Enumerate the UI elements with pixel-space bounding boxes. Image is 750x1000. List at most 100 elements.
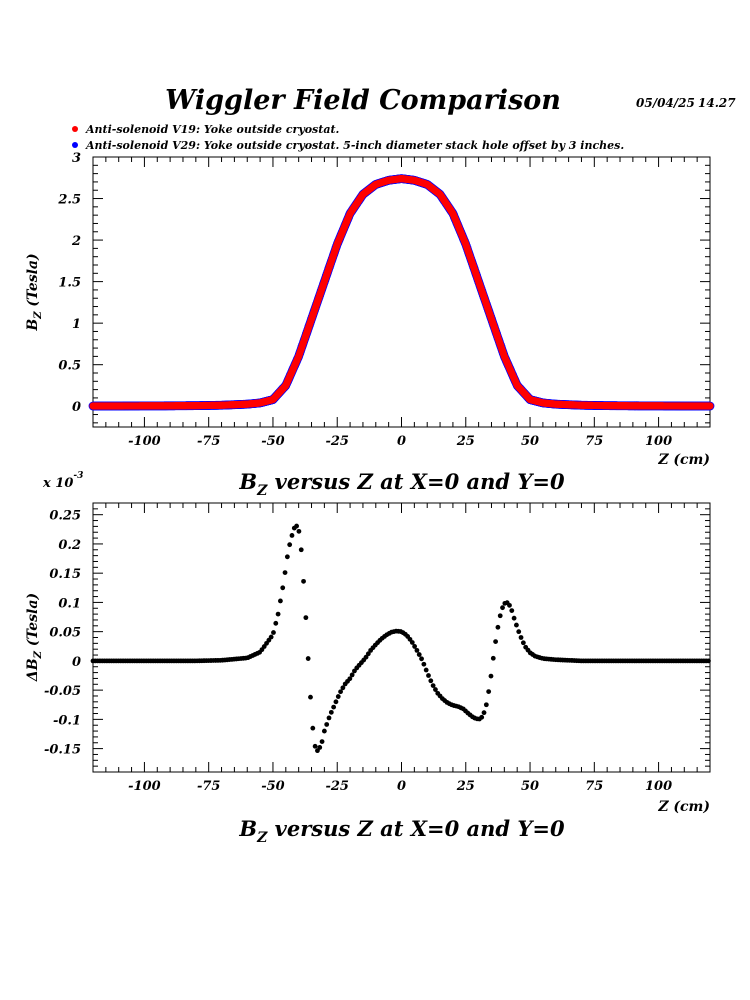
data-point [275, 611, 281, 617]
axis-ticks-top: -100 -75 -50 -25 0 25 50 75 100 0 0.5 1 1.5 2 2.5 3 [57, 151, 711, 449]
y-tick-label: 1 [72, 317, 81, 332]
y-tick-label: -0.1 [53, 713, 81, 728]
x-tick-label: 50 [521, 779, 539, 794]
data-point [483, 702, 489, 708]
plot-frame-top [92, 156, 711, 428]
x-tick-label: -25 [325, 434, 349, 449]
data-point [428, 678, 434, 684]
delta-bz-plot: x 10-3 -100 -75 -50 -25 0 25 50 75 100-0.15-0.1-… [25, 471, 711, 846]
y-tick-label: -0.15 [44, 743, 81, 758]
data-point [426, 673, 431, 678]
data-point [479, 714, 485, 720]
data-points-bottom [90, 523, 711, 754]
data-point [500, 605, 505, 611]
data-point [328, 709, 334, 715]
y-axis-label-bottom-rest: (Tesla) [25, 593, 41, 651]
plot-title-top-sub: Z [256, 483, 268, 499]
data-point [349, 672, 355, 678]
data-point [321, 728, 327, 734]
x-tick-label: 25 [456, 434, 475, 449]
plot-title-top-main: B [238, 469, 257, 494]
figure-date: 05/04/25 [636, 96, 695, 110]
data-point [419, 656, 424, 662]
data-point [319, 739, 325, 744]
data-point [488, 673, 494, 679]
y-axis-label-top-main: B [25, 319, 41, 332]
data-point [514, 622, 519, 628]
data-point [287, 542, 293, 548]
data-point [421, 661, 427, 667]
y-tick-label: 2 [71, 234, 81, 249]
data-point [282, 570, 288, 575]
legend: Anti-solenoid V19: Yoke outside cryostat… [72, 123, 624, 152]
data-point [430, 683, 436, 688]
data-point [412, 644, 418, 649]
y-tick-label: 0.1 [58, 596, 81, 611]
x-axis-label-top: Z (cm) [657, 452, 710, 468]
data-point [333, 699, 339, 705]
data-point [433, 687, 438, 692]
x-tick-label: -25 [325, 779, 349, 794]
data-point [511, 615, 517, 621]
data-point [278, 598, 283, 604]
y-tick-label: 1.5 [58, 276, 81, 291]
data-point [317, 745, 323, 750]
data-point [310, 725, 316, 731]
data-point [294, 523, 300, 529]
scale-factor-base: x 10 [42, 476, 73, 491]
y-tick-label: -0.05 [44, 684, 81, 699]
y-tick-label: 2.5 [57, 193, 81, 208]
plot-title-bottom-main: B [238, 816, 257, 841]
x-tick-label: -50 [261, 434, 285, 449]
legend-label-v19: Anti-solenoid V19: Yoke outside cryostat… [85, 123, 340, 136]
data-point [273, 620, 279, 626]
plot-title-top-rest: versus Z at X=0 and Y=0 [267, 469, 565, 494]
x-tick-label: 75 [585, 779, 603, 794]
data-point [409, 640, 415, 645]
data-point [497, 613, 503, 619]
data-point [301, 578, 306, 584]
y-tick-label: 0.5 [58, 359, 81, 374]
data-point [347, 676, 353, 682]
data-point [268, 634, 274, 640]
data-point [308, 694, 313, 700]
data-point [416, 652, 422, 657]
y-tick-label: 0.25 [49, 509, 81, 524]
y-tick-label: 0.15 [49, 567, 81, 582]
axis-ticks-bottom: -100 -75 -50 -25 0 25 50 75 100 -0.15 -0.1 -0.05 0 0.… [44, 502, 711, 794]
y-axis-label-top-rest: (Tesla) [25, 253, 41, 311]
data-point [507, 602, 512, 608]
x-tick-label: -50 [261, 779, 285, 794]
plot-title-bottom: BZ versus Z at X=0 and Y=0 [238, 816, 565, 846]
data-point [340, 685, 346, 691]
figure-time: 14.27 [698, 96, 736, 110]
data-point [335, 694, 341, 699]
data-point [284, 554, 290, 560]
data-points-top [88, 174, 715, 411]
y-tick-label: 0.05 [49, 626, 81, 641]
data-point [338, 689, 343, 695]
data-point [706, 658, 711, 664]
y-axis-label-top: BZ (Tesla) [25, 253, 44, 331]
y-tick-label: 0 [72, 400, 81, 415]
data-point [481, 710, 487, 716]
scale-factor-exp: -3 [73, 471, 83, 481]
plot-title-bottom-sub: Z [256, 830, 268, 846]
plot-title-bottom-rest: versus Z at X=0 and Y=0 [267, 816, 565, 841]
y-axis-label-bottom: ΔBZ (Tesla) [25, 593, 44, 682]
data-point [414, 647, 420, 653]
data-point [365, 651, 371, 657]
data-point [271, 630, 276, 635]
y-tick-label: 0 [72, 655, 81, 670]
data-point [493, 639, 498, 644]
x-tick-label: 0 [397, 434, 406, 449]
data-point [518, 635, 524, 640]
data-point [280, 585, 286, 591]
x-tick-label: -100 [128, 779, 161, 794]
figure-title: Wiggler Field Comparison [165, 85, 561, 116]
x-tick-label: 75 [585, 434, 603, 449]
data-point [495, 624, 501, 630]
y-axis-label-bottom-sub: Z [33, 650, 44, 659]
data-point [423, 667, 429, 673]
